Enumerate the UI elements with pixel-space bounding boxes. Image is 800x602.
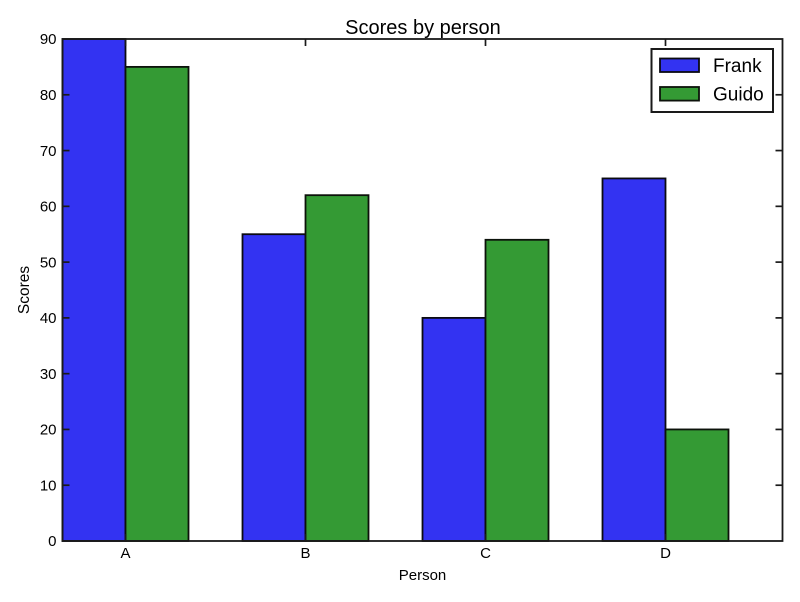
svg-text:30: 30 xyxy=(40,366,57,383)
svg-text:70: 70 xyxy=(40,143,57,160)
svg-text:20: 20 xyxy=(40,422,57,439)
svg-text:90: 90 xyxy=(40,31,57,48)
svg-text:Person: Person xyxy=(399,567,447,584)
svg-text:Guido: Guido xyxy=(713,85,764,106)
svg-text:80: 80 xyxy=(40,87,57,104)
svg-text:60: 60 xyxy=(40,199,57,216)
svg-text:C: C xyxy=(480,545,491,562)
svg-text:50: 50 xyxy=(40,254,57,271)
svg-text:0: 0 xyxy=(48,533,56,550)
svg-text:Frank: Frank xyxy=(713,56,762,77)
svg-text:40: 40 xyxy=(40,310,57,327)
svg-text:A: A xyxy=(120,545,130,562)
svg-text:Scores by person: Scores by person xyxy=(345,17,501,39)
svg-text:10: 10 xyxy=(40,477,57,494)
svg-text:B: B xyxy=(300,545,310,562)
svg-text:Scores: Scores xyxy=(16,266,33,314)
svg-text:D: D xyxy=(660,545,671,562)
